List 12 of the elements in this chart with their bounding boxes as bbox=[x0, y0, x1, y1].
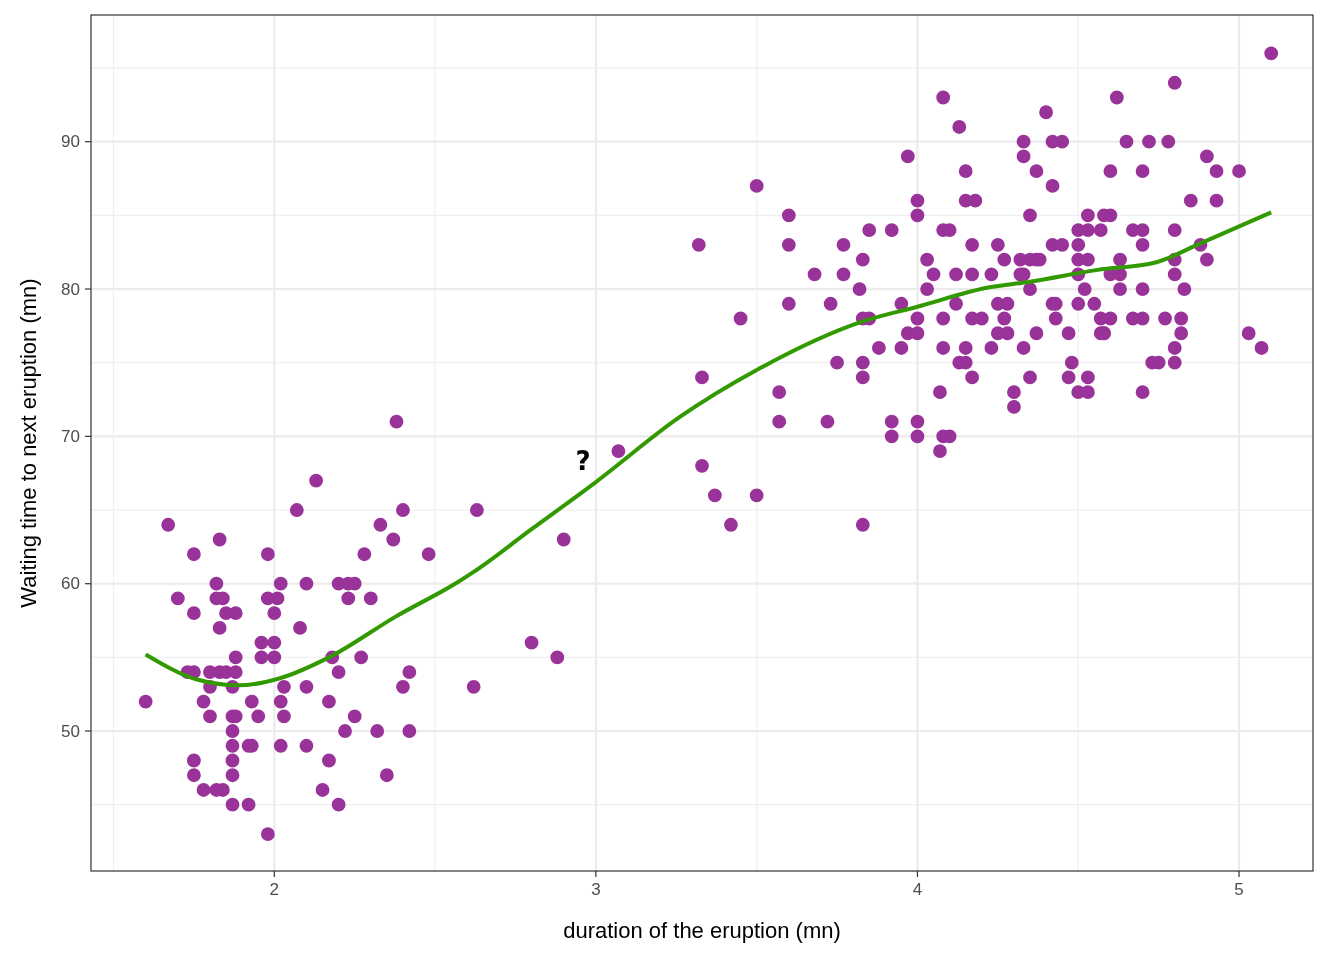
y-tick-label: 90 bbox=[61, 132, 80, 152]
annotation: ? bbox=[575, 445, 591, 476]
x-tick-label: 4 bbox=[912, 880, 923, 899]
y-tick-label: 60 bbox=[61, 574, 80, 594]
y-tick-label: 50 bbox=[61, 721, 80, 741]
x-tick-label: 5 bbox=[1234, 880, 1244, 899]
x-tick-label: 2 bbox=[269, 880, 280, 899]
y-axis-title: Waiting time to next eruption (mn) bbox=[16, 278, 41, 608]
x-tick-label: 3 bbox=[591, 880, 601, 899]
x-axis-title: duration of the eruption (mn) bbox=[563, 918, 841, 943]
y-tick-label: 80 bbox=[61, 279, 80, 299]
y-tick-label: 70 bbox=[61, 426, 80, 446]
